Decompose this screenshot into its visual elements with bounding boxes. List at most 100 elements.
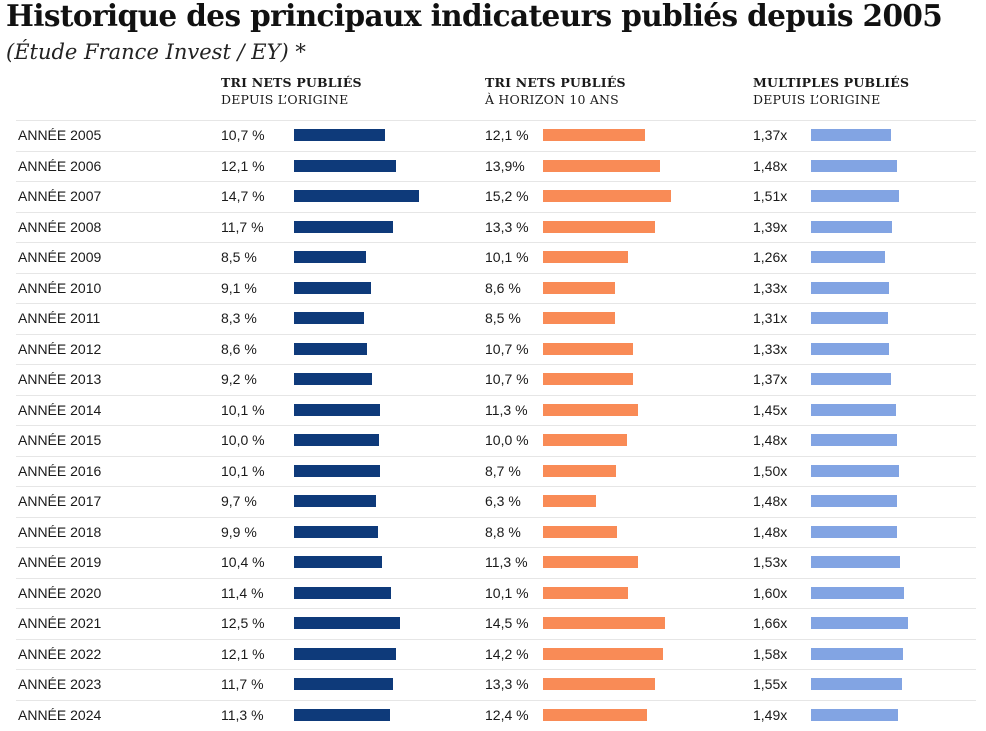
value-label: 1,58x xyxy=(753,645,788,662)
value-label: 1,31x xyxy=(753,310,788,326)
bar xyxy=(543,403,639,416)
table-row: ANNÉE 2021 12,5 % 14,5 % 1,66x xyxy=(16,608,976,639)
table-row: ANNÉE 2011 8,3 % 8,5 % 1,31x xyxy=(16,303,976,334)
bar xyxy=(294,708,390,721)
table-row: ANNÉE 2017 9,7 % 6,3 % 1,48x xyxy=(16,486,976,517)
table-row: ANNÉE 2005 10,7 % 12,1 % 1,37x xyxy=(16,120,976,151)
bar xyxy=(294,159,397,172)
table-row: ANNÉE 2009 8,5 % 10,1 % 1,26x xyxy=(16,242,976,273)
column-header-line1: MULTIPLES PUBLIÉS xyxy=(753,75,910,90)
bar xyxy=(543,495,597,507)
bar xyxy=(294,525,378,538)
bar xyxy=(543,312,615,324)
column-header-tri-10ans: TRI NETS PUBLIÉS À HORIZON 10 ANS xyxy=(485,75,626,108)
value-label: 1,37x xyxy=(753,127,788,143)
bar xyxy=(811,708,899,721)
year-label: ANNÉE 2014 xyxy=(18,401,102,418)
value-label: 10,4 % xyxy=(221,554,265,570)
year-label: ANNÉE 2020 xyxy=(18,584,102,601)
bar xyxy=(811,129,892,141)
value-label: 1,51x xyxy=(753,188,788,204)
bar xyxy=(543,373,634,385)
value-label: 10,0 % xyxy=(221,432,265,448)
value-label: 14,2 % xyxy=(485,645,529,662)
bar xyxy=(294,281,372,294)
table-row: ANNÉE 2014 10,1 % 11,3 % 1,45x xyxy=(16,394,976,426)
column-header-tri-origine: TRI NETS PUBLIÉS DEPUIS L’ORIGINE xyxy=(221,75,362,108)
value-label: 8,7 % xyxy=(485,462,521,479)
year-label: ANNÉE 2015 xyxy=(18,432,102,448)
bar xyxy=(811,464,899,477)
year-label: ANNÉE 2007 xyxy=(18,188,102,204)
table-row: ANNÉE 2020 11,4 % 10,1 % 1,60x xyxy=(16,577,976,609)
bar xyxy=(294,495,377,507)
table-row: ANNÉE 2006 12,1 % 13,9% 1,48x xyxy=(16,150,976,182)
value-label: 1,66x xyxy=(753,615,788,631)
year-label: ANNÉE 2005 xyxy=(18,127,102,143)
value-label: 10,1 % xyxy=(221,401,265,418)
bar xyxy=(543,617,666,629)
value-label: 8,6 % xyxy=(221,340,257,357)
value-label: 10,1 % xyxy=(221,462,265,479)
value-label: 15,2 % xyxy=(485,188,529,204)
value-label: 1,48x xyxy=(753,523,788,540)
table-row: ANNÉE 2022 12,1 % 14,2 % 1,58x xyxy=(16,638,976,670)
bar xyxy=(811,251,885,263)
value-label: 9,2 % xyxy=(221,371,257,387)
value-label: 12,1 % xyxy=(221,645,265,662)
value-label: 10,1 % xyxy=(485,249,529,265)
year-label: ANNÉE 2022 xyxy=(18,645,102,662)
column-header-line2: DEPUIS L’ORIGINE xyxy=(221,92,349,107)
year-label: ANNÉE 2006 xyxy=(18,157,102,174)
bar xyxy=(294,556,383,568)
value-label: 1,49x xyxy=(753,706,788,723)
bar xyxy=(294,373,372,385)
bar xyxy=(294,434,379,446)
value-label: 12,1 % xyxy=(221,157,265,174)
table-row: ANNÉE 2016 10,1 % 8,7 % 1,50x xyxy=(16,455,976,487)
value-label: 8,5 % xyxy=(485,310,521,326)
year-label: ANNÉE 2018 xyxy=(18,523,102,540)
value-label: 11,3 % xyxy=(221,706,264,723)
column-header-line2: À HORIZON 10 ANS xyxy=(485,92,619,107)
bar xyxy=(294,586,391,599)
year-label: ANNÉE 2011 xyxy=(18,310,101,326)
bar xyxy=(543,190,671,202)
bar xyxy=(543,708,648,721)
value-label: 10,7 % xyxy=(221,127,265,143)
value-label: 11,3 % xyxy=(485,554,528,570)
bar xyxy=(811,190,900,202)
value-label: 1,60x xyxy=(753,584,788,601)
value-label: 12,4 % xyxy=(485,706,529,723)
bar xyxy=(811,312,888,324)
value-label: 9,7 % xyxy=(221,493,257,509)
bar xyxy=(294,647,397,660)
year-label: ANNÉE 2021 xyxy=(18,615,102,631)
value-label: 1,48x xyxy=(753,432,788,448)
column-header-multiples: MULTIPLES PUBLIÉS DEPUIS L’ORIGINE xyxy=(753,75,909,108)
year-label: ANNÉE 2019 xyxy=(18,554,102,570)
column-header-line1: TRI NETS PUBLIÉS xyxy=(485,75,626,90)
value-label: 1,53x xyxy=(753,554,788,570)
value-label: 8,3 % xyxy=(221,310,257,326)
bar xyxy=(294,464,380,477)
bar xyxy=(543,647,663,660)
value-label: 11,3 % xyxy=(485,401,528,418)
table-row: ANNÉE 2024 11,3 % 12,4 % 1,49x xyxy=(16,699,976,731)
bar xyxy=(543,464,617,477)
bar xyxy=(811,617,908,629)
value-label: 8,6 % xyxy=(485,279,521,296)
table-row: ANNÉE 2012 8,6 % 10,7 % 1,33x xyxy=(16,333,976,365)
value-label: 13,3 % xyxy=(485,218,529,235)
bar xyxy=(811,525,898,538)
year-label: ANNÉE 2024 xyxy=(18,706,102,723)
value-label: 1,39x xyxy=(753,218,788,235)
value-label: 1,55x xyxy=(753,676,788,692)
bar xyxy=(811,373,892,385)
table-row: ANNÉE 2015 10,0 % 10,0 % 1,48x xyxy=(16,425,976,456)
bar xyxy=(294,617,400,629)
bar xyxy=(811,403,896,416)
table-row: ANNÉE 2008 11,7 % 13,3 % 1,39x xyxy=(16,211,976,243)
column-header-line2: DEPUIS L’ORIGINE xyxy=(753,92,881,107)
